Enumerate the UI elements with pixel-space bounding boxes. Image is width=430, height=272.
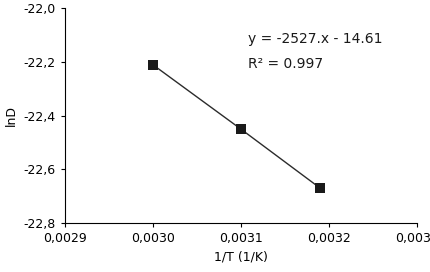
Point [149, 62, 156, 67]
Y-axis label: lnD: lnD [5, 105, 18, 126]
Text: y = -2527.x - 14.61: y = -2527.x - 14.61 [248, 32, 382, 46]
Point [237, 127, 244, 131]
Text: R² = 0.997: R² = 0.997 [248, 57, 323, 70]
Point [317, 186, 324, 190]
X-axis label: 1/T (1/K): 1/T (1/K) [214, 251, 268, 264]
